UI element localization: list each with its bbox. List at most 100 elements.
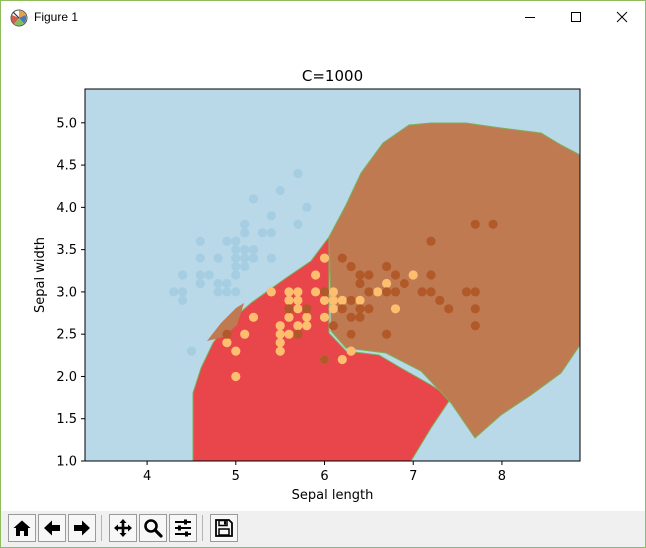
scatter-point (373, 287, 383, 297)
scatter-point (488, 219, 498, 229)
scatter-point (302, 202, 312, 212)
scatter-point (213, 253, 223, 263)
scatter-point (195, 236, 205, 246)
zoom-button[interactable] (139, 514, 167, 542)
scatter-point (178, 295, 188, 305)
scatter-point (213, 278, 223, 289)
scatter-point (248, 312, 259, 322)
scatter-point (240, 219, 250, 229)
back-button[interactable] (38, 514, 66, 542)
scatter-point (319, 295, 330, 305)
scatter-point (328, 287, 338, 297)
x-tick-label: 4 (143, 469, 151, 484)
scatter-point (231, 236, 241, 246)
scatter-point (346, 312, 356, 322)
scatter-point (319, 287, 330, 297)
scatter-point (231, 287, 241, 297)
scatter-point (293, 321, 303, 331)
scatter-point (240, 261, 250, 272)
scatter-point (328, 321, 338, 331)
scatter-point (284, 329, 294, 339)
scatter-point (382, 261, 392, 272)
close-icon (616, 11, 628, 23)
matplotlib-logo-icon (10, 9, 28, 27)
scatter-point (248, 253, 259, 263)
scatter-point (355, 270, 365, 280)
scatter-point (169, 287, 179, 297)
scatter-point (364, 287, 374, 297)
scatter-point (266, 228, 276, 238)
scatter-point (319, 354, 330, 365)
home-button[interactable] (8, 514, 36, 542)
scatter-point (302, 321, 312, 331)
scatter-point (311, 270, 321, 280)
title-bar[interactable]: Figure 1 (1, 1, 645, 33)
scatter-point (337, 354, 347, 365)
save-button[interactable] (210, 514, 238, 542)
window-title: Figure 1 (34, 10, 79, 24)
maximize-icon (571, 12, 581, 22)
scatter-point (195, 270, 205, 280)
toolbar-separator (202, 515, 203, 541)
scatter-point (240, 329, 250, 339)
y-tick-label: 2.0 (56, 370, 77, 385)
maximize-button[interactable] (553, 1, 599, 33)
home-icon (13, 520, 31, 536)
pan-button[interactable] (109, 514, 137, 542)
scatter-point (240, 245, 250, 255)
scatter-point (355, 278, 365, 289)
scatter-point (328, 295, 338, 305)
arrow-left-icon (44, 520, 60, 536)
scatter-point (426, 287, 436, 297)
scatter-point (470, 321, 480, 331)
scatter-point (266, 253, 276, 263)
y-tick-label: 5.0 (56, 116, 77, 131)
scatter-point (435, 295, 445, 305)
scatter-point (231, 245, 241, 255)
scatter-point (390, 287, 401, 297)
figure-canvas[interactable]: 4 5 6 7 8 1.0 1.5 2.0 2.5 3.0 3.5 4.0 4.5 5.0 C=1000… (1, 33, 645, 511)
move-icon (114, 519, 132, 537)
scatter-point (328, 304, 338, 314)
x-axis-label: Sepal length (292, 488, 374, 503)
y-tick-label: 1.5 (56, 412, 77, 427)
y-tick-label: 2.5 (56, 328, 77, 343)
scatter-point (284, 304, 294, 314)
x-tick-label: 7 (409, 469, 417, 484)
scatter-point (382, 329, 392, 339)
scatter-point (178, 270, 188, 280)
scatter-point (231, 261, 241, 272)
scatter-point (248, 194, 259, 204)
minimize-icon (525, 17, 535, 18)
configure-subplots-button[interactable] (169, 514, 197, 542)
minimize-button[interactable] (507, 1, 553, 33)
decision-region-red (192, 235, 452, 461)
forward-button[interactable] (68, 514, 96, 542)
scatter-point (275, 185, 285, 196)
scatter-point (426, 270, 436, 280)
scatter-point (355, 295, 365, 305)
scatter-point (293, 329, 303, 339)
scatter-point (275, 346, 285, 356)
scatter-point (178, 287, 188, 297)
scatter-point (346, 329, 356, 339)
scatter-point (266, 287, 276, 297)
scatter-point (240, 253, 250, 263)
scatter-point (222, 338, 232, 348)
close-button[interactable] (599, 1, 645, 33)
y-axis-label: Sepal width (33, 237, 48, 313)
x-tick-label: 5 (232, 469, 240, 484)
scatter-point (257, 228, 267, 238)
scatter-point (337, 304, 347, 314)
arrow-right-icon (74, 520, 90, 536)
scatter-point (382, 287, 392, 297)
scatter-point (213, 287, 223, 297)
navigation-toolbar (1, 511, 645, 547)
scatter-point (426, 236, 436, 246)
x-tick-label: 6 (320, 469, 328, 484)
scatter-point (293, 295, 303, 305)
scatter-point (346, 295, 356, 305)
plot-figure[interactable]: 4 5 6 7 8 1.0 1.5 2.0 2.5 3.0 3.5 4.0 4.5 5.0 C=1000… (1, 33, 645, 511)
scatter-point (337, 295, 347, 305)
